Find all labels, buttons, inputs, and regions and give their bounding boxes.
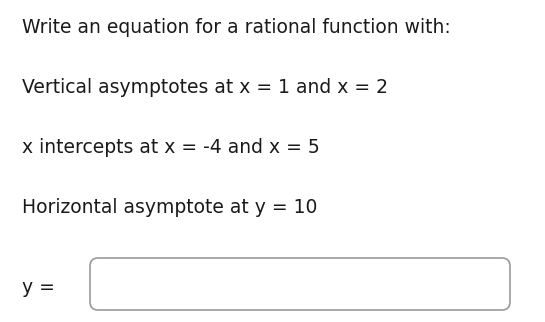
Text: y =: y = — [22, 278, 55, 297]
Text: Write an equation for a rational function with:: Write an equation for a rational functio… — [22, 18, 451, 37]
FancyBboxPatch shape — [90, 258, 510, 310]
Text: Horizontal asymptote at y = 10: Horizontal asymptote at y = 10 — [22, 198, 317, 217]
Text: x intercepts at x = -4 and x = 5: x intercepts at x = -4 and x = 5 — [22, 138, 320, 157]
Text: Vertical asymptotes at x = 1 and x = 2: Vertical asymptotes at x = 1 and x = 2 — [22, 78, 388, 97]
